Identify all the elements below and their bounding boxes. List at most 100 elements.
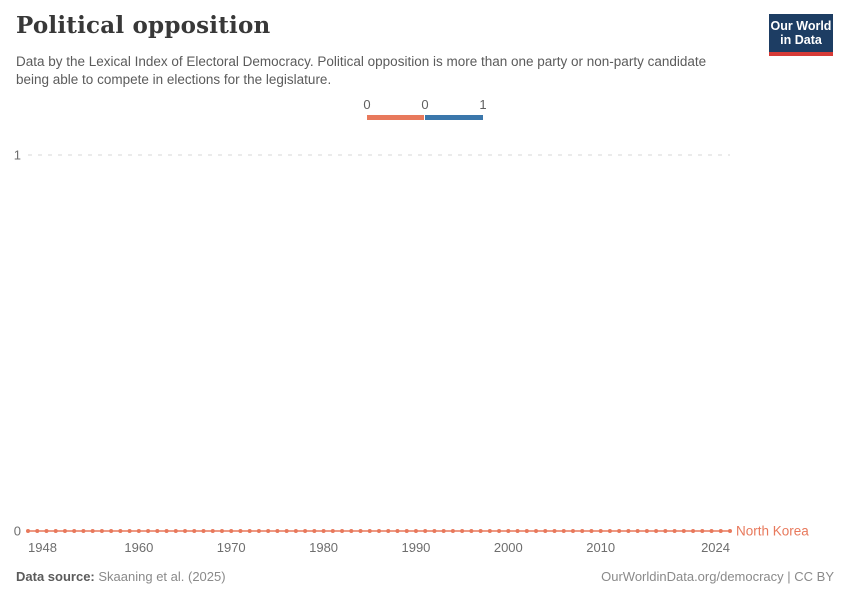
data-point[interactable]: [109, 529, 114, 533]
data-point[interactable]: [681, 529, 686, 533]
legend-tick-label: 0: [421, 97, 429, 112]
data-point[interactable]: [404, 529, 409, 533]
owid-logo-line1: Our World: [770, 19, 832, 33]
color-legend: 0 0 1: [363, 97, 487, 120]
data-point[interactable]: [441, 529, 446, 533]
data-point[interactable]: [275, 529, 280, 533]
data-source-label: Data source:: [16, 569, 95, 584]
data-point[interactable]: [238, 529, 243, 533]
data-point[interactable]: [644, 529, 649, 533]
data-point[interactable]: [284, 529, 289, 533]
x-axis-tick-label: 2000: [494, 540, 523, 555]
data-point[interactable]: [423, 529, 428, 533]
data-point[interactable]: [524, 529, 529, 533]
data-point[interactable]: [543, 529, 548, 533]
data-point[interactable]: [663, 529, 668, 533]
data-point[interactable]: [72, 529, 77, 533]
data-point[interactable]: [478, 529, 483, 533]
data-point[interactable]: [386, 529, 391, 533]
data-point[interactable]: [321, 529, 326, 533]
data-point[interactable]: [340, 529, 345, 533]
data-point[interactable]: [635, 529, 640, 533]
data-point[interactable]: [469, 529, 474, 533]
data-point[interactable]: [81, 529, 86, 533]
data-point[interactable]: [534, 529, 539, 533]
data-point[interactable]: [487, 529, 492, 533]
data-point[interactable]: [626, 529, 631, 533]
data-point[interactable]: [164, 529, 169, 533]
data-point[interactable]: [700, 529, 705, 533]
data-point[interactable]: [192, 529, 197, 533]
data-point[interactable]: [515, 529, 520, 533]
x-axis-tick-label: 2010: [586, 540, 615, 555]
data-point[interactable]: [201, 529, 206, 533]
x-axis-tick-label: 1990: [401, 540, 430, 555]
data-point[interactable]: [26, 529, 30, 533]
data-point[interactable]: [607, 529, 612, 533]
series-end-label[interactable]: North Korea: [736, 524, 809, 539]
data-point[interactable]: [552, 529, 557, 533]
page-title: Political opposition: [16, 12, 271, 39]
data-point[interactable]: [247, 529, 252, 533]
data-source-value: Skaaning et al. (2025): [98, 569, 226, 584]
data-point[interactable]: [293, 529, 298, 533]
x-axis-tick-label: 1948: [28, 540, 57, 555]
data-point[interactable]: [672, 529, 677, 533]
data-point[interactable]: [395, 529, 400, 533]
data-point[interactable]: [173, 529, 178, 533]
owid-logo-line2: in Data: [780, 33, 822, 48]
data-point[interactable]: [654, 529, 659, 533]
data-point[interactable]: [118, 529, 123, 533]
data-point[interactable]: [570, 529, 575, 533]
chart-footer: Data source: Skaaning et al. (2025) OurW…: [16, 569, 834, 584]
x-axis-tick-label: 1980: [309, 540, 338, 555]
data-point[interactable]: [127, 529, 132, 533]
data-point[interactable]: [312, 529, 317, 533]
data-point[interactable]: [136, 529, 141, 533]
data-point[interactable]: [413, 529, 418, 533]
data-point[interactable]: [90, 529, 95, 533]
data-point[interactable]: [598, 529, 603, 533]
data-point[interactable]: [718, 529, 723, 533]
data-point[interactable]: [256, 529, 261, 533]
data-point[interactable]: [728, 529, 732, 533]
data-point[interactable]: [266, 529, 271, 533]
data-point[interactable]: [691, 529, 696, 533]
data-point[interactable]: [377, 529, 381, 533]
data-point[interactable]: [183, 529, 188, 533]
data-point[interactable]: [450, 529, 455, 533]
data-point[interactable]: [53, 529, 58, 533]
chart-subtitle: Data by the Lexical Index of Electoral D…: [16, 54, 707, 87]
footer-link[interactable]: OurWorldinData.org/democracy | CC BY: [601, 569, 834, 584]
data-point[interactable]: [62, 529, 67, 533]
data-point[interactable]: [460, 529, 465, 533]
data-point[interactable]: [506, 529, 511, 533]
legend-segment-1: [425, 115, 483, 120]
data-point[interactable]: [44, 529, 49, 533]
y-axis-tick-label: 0: [14, 524, 21, 539]
data-point[interactable]: [146, 529, 151, 533]
y-axis-tick-label: 1: [14, 148, 21, 163]
data-point[interactable]: [497, 529, 502, 533]
data-point[interactable]: [210, 529, 215, 533]
legend-tick-label: 1: [479, 97, 487, 112]
data-point[interactable]: [358, 529, 363, 533]
data-point[interactable]: [709, 529, 714, 533]
x-axis-tick-label: 1970: [217, 540, 246, 555]
data-point[interactable]: [330, 529, 335, 533]
owid-logo[interactable]: Our World in Data: [769, 14, 833, 56]
data-point[interactable]: [35, 529, 40, 533]
data-point[interactable]: [561, 529, 566, 533]
data-point[interactable]: [617, 529, 622, 533]
data-point[interactable]: [367, 529, 372, 533]
data-point[interactable]: [432, 529, 437, 533]
data-point[interactable]: [349, 529, 354, 533]
data-point[interactable]: [580, 529, 585, 533]
legend-segment-0: [367, 115, 424, 120]
data-point[interactable]: [589, 529, 594, 533]
data-point[interactable]: [155, 529, 160, 533]
data-point[interactable]: [303, 529, 308, 533]
data-point[interactable]: [219, 529, 224, 533]
data-point[interactable]: [229, 529, 234, 533]
data-point[interactable]: [99, 529, 104, 533]
